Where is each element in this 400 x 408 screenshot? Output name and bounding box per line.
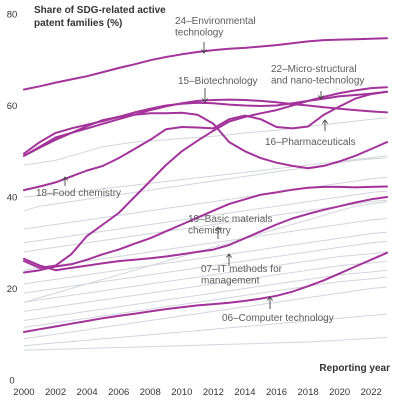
x-tick-label-2014: 2014 [234,387,255,398]
annotation-label-3: 22–Micro-structural and nano-technology [271,64,364,87]
x-tick-label-2004: 2004 [77,387,98,398]
x-tick-label-2018: 2018 [298,387,319,398]
y-tick-label-40: 40 [7,193,18,204]
background-series-line-5 [23,199,388,253]
background-series-line-9 [23,251,388,303]
annotation-2: 15–Biotechnology [178,76,258,103]
annotation-label-1: 24–Environmental technology [175,16,256,39]
x-tick-label-2016: 2016 [266,387,287,398]
background-series-line-14 [23,313,388,347]
annotation-arrowhead-6 [215,226,221,231]
annotation-arrowhead-7 [226,253,232,258]
background-series-line-11 [23,269,388,321]
annotation-1: 24–Environmental technology [175,16,256,54]
background-series-line-17 [23,155,388,198]
x-tick-label-2008: 2008 [140,387,161,398]
annotation-4: 16–Pharmaceuticals [265,119,356,148]
background-series-line-10 [23,260,388,312]
background-series-line-16 [23,201,388,303]
background-series-line-13 [23,286,388,340]
highlighted-series-line-7 [23,185,388,274]
annotation-arrowhead-3 [318,95,324,100]
background-series-line-4 [23,190,388,244]
highlighted-series-line-3 [23,90,388,155]
annotation-group: 24–Environmental technology 15–Biotechnolo… [36,16,364,324]
annotation-arrowhead-5 [62,176,68,181]
y-axis-title: Share of SDG-related active patent famili… [34,5,166,29]
background-series-line-12 [23,276,388,328]
annotation-label-8: 06–Computer technology [222,313,334,324]
y-tick-label-60: 60 [7,101,18,112]
annotation-arrowhead-2 [202,98,208,103]
annotation-label-2: 15–Biotechnology [178,76,258,87]
annotation-arrowhead-1 [201,49,207,54]
x-tick-label-2010: 2010 [171,387,192,398]
annotation-3: 22–Micro-structural and nano-technology [271,64,364,100]
x-axis-title: Reporting year [319,363,390,374]
x-tick-label-2002: 2002 [45,387,66,398]
y-tick-label-0: 0 [9,376,14,387]
highlighted-series-line-8 [23,251,388,333]
background-series-line-3 [23,176,388,230]
x-tick-label-2020: 2020 [329,387,350,398]
x-tick-label-2000: 2000 [13,387,34,398]
annotation-label-6: 19–Basic materials chemistry [188,214,272,237]
annotation-5: 18–Food chemistry [36,176,121,199]
highlighted-series-line-6 [23,86,388,269]
highlighted-series-line-4 [23,111,388,170]
background-series-line-7 [23,231,388,285]
annotation-label-5: 18–Food chemistry [36,188,121,199]
x-tick-label-2022: 2022 [361,387,382,398]
highlighted-series-line-5 [23,90,388,192]
annotation-8: 06–Computer technology [222,296,334,324]
highlighted-series-line-2 [23,98,388,157]
annotation-7: 07–IT methods for management [201,253,283,287]
background-series-line-15 [23,337,388,351]
x-tick-label-2006: 2006 [108,387,129,398]
y-tick-label-20: 20 [7,284,18,295]
annotation-label-7: 07–IT methods for management [201,264,283,287]
x-tick-label-2012: 2012 [203,387,224,398]
highlighted-series-line-9 [23,196,388,272]
y-tick-label-80: 80 [7,10,18,21]
axis-group: 0 20 40 60 80 2000 2002 2004 2006 2008 2010 2012 201… [7,5,390,398]
annotation-arrowhead-8 [267,296,273,301]
annotation-6: 19–Basic materials chemistry [188,214,272,239]
annotation-label-4: 16–Pharmaceuticals [265,137,356,148]
annotation-arrowhead-4 [322,119,328,124]
